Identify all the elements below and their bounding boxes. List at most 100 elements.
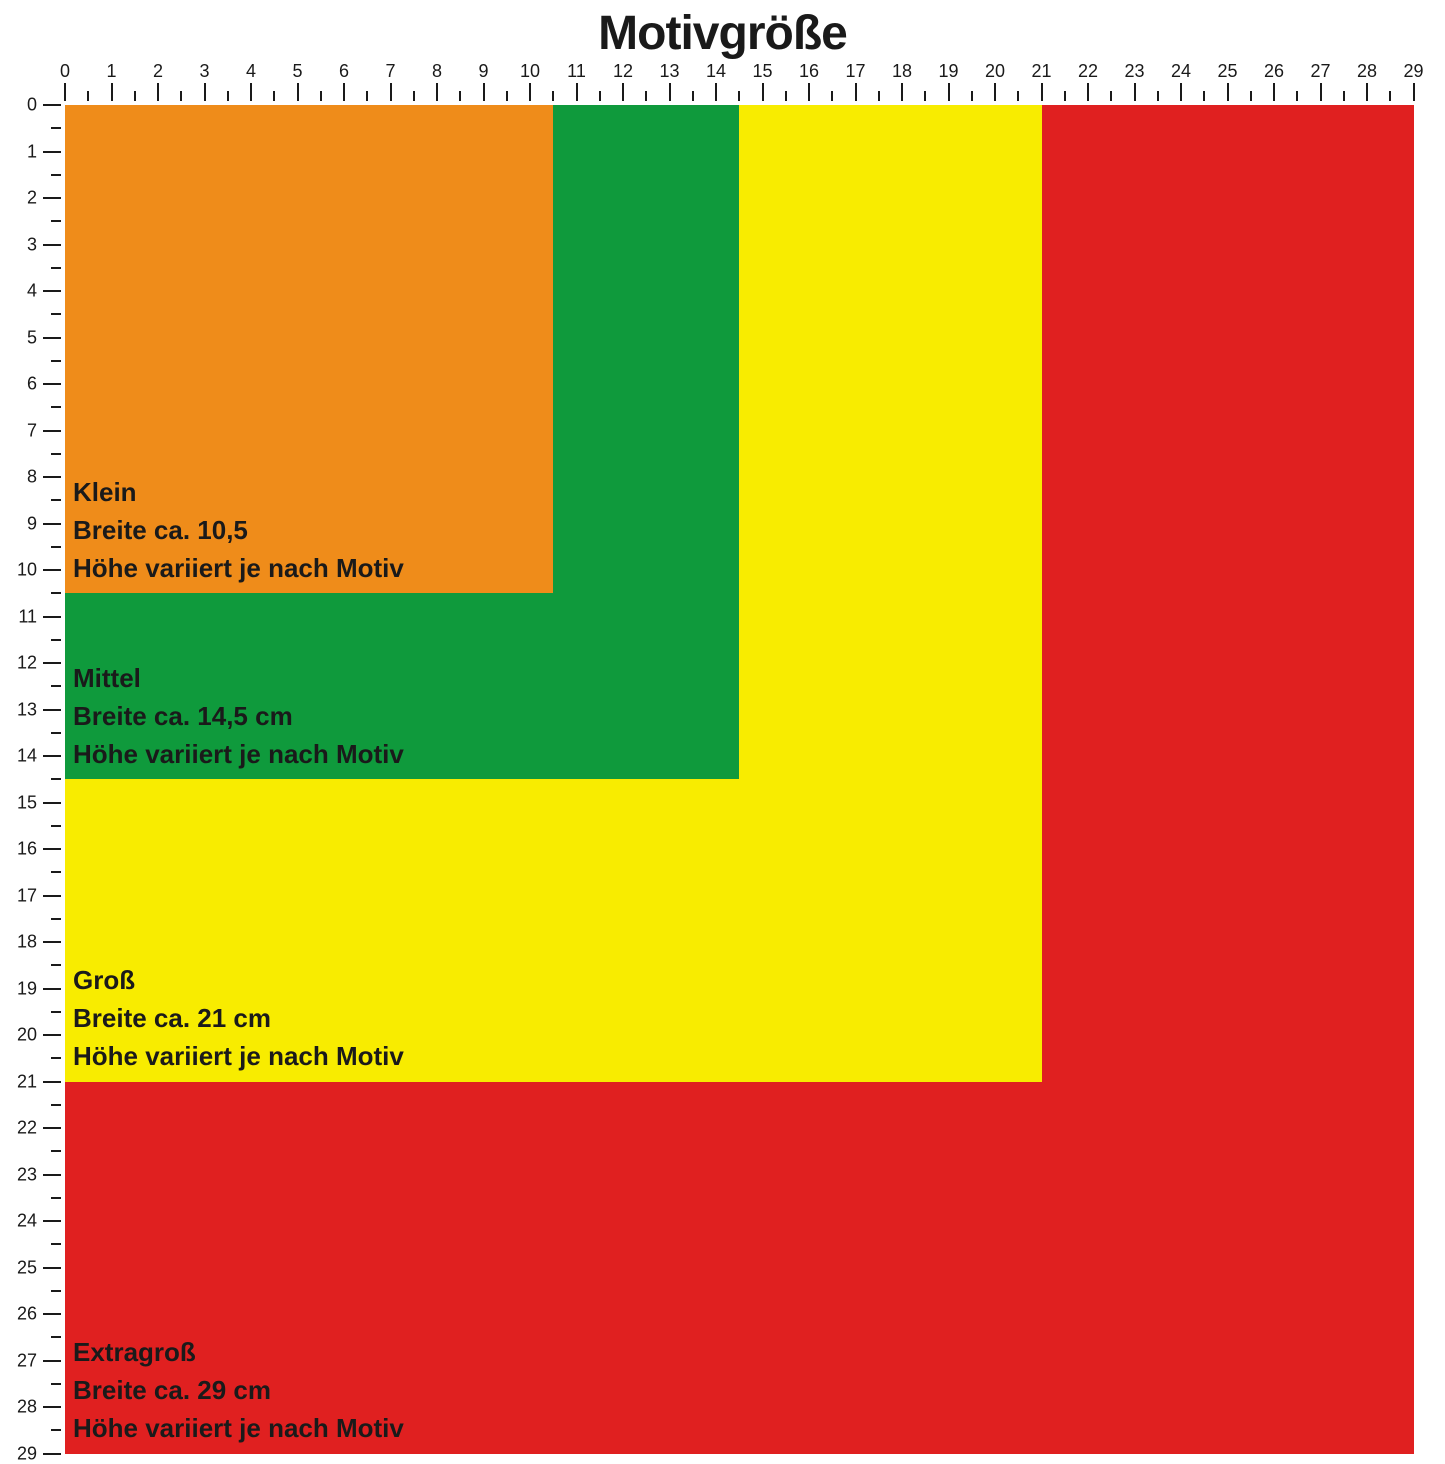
ruler-left-tick-major xyxy=(43,1406,61,1408)
ruler-left-tick-minor xyxy=(51,360,61,362)
ruler-top-label: 28 xyxy=(1357,61,1377,82)
ruler-top-tick-major xyxy=(762,83,764,101)
chart-title: Motivgröße xyxy=(0,6,1445,61)
ruler-left-tick-major xyxy=(43,383,61,385)
ruler-left-tick-minor xyxy=(51,1057,61,1059)
ruler-top-tick-minor xyxy=(273,91,275,101)
ruler-top-tick-major xyxy=(1366,83,1368,101)
ruler-left-tick-major xyxy=(43,151,61,153)
ruler-top-tick-major xyxy=(111,83,113,101)
ruler-left-tick-major xyxy=(43,476,61,478)
ruler-top-tick-major xyxy=(1320,83,1322,101)
ruler-left-tick-minor xyxy=(51,1197,61,1199)
ruler-left-label: 9 xyxy=(0,513,37,534)
ruler-top-tick-minor xyxy=(1064,91,1066,101)
ruler-top-tick-minor xyxy=(1296,91,1298,101)
ruler-left-tick-minor xyxy=(51,406,61,408)
box-label-width: Breite ca. 29 cm xyxy=(73,1372,404,1410)
ruler-left-tick-major xyxy=(43,1081,61,1083)
ruler-left-tick-minor xyxy=(51,313,61,315)
ruler-top-tick-minor xyxy=(1389,91,1391,101)
ruler-top-label: 7 xyxy=(385,61,395,82)
ruler-left-tick-minor xyxy=(51,1336,61,1338)
ruler-top-tick-major xyxy=(994,83,996,101)
ruler-left-tick-minor xyxy=(51,453,61,455)
ruler-top-tick-minor xyxy=(180,91,182,101)
ruler-left-tick-major xyxy=(43,802,61,804)
ruler-left-tick-major xyxy=(43,895,61,897)
ruler-left-tick-major xyxy=(43,709,61,711)
ruler-left-tick-minor xyxy=(51,732,61,734)
ruler-top-tick-minor xyxy=(366,91,368,101)
box-label-title: Extragroß xyxy=(73,1334,404,1372)
ruler-top-tick-minor xyxy=(87,91,89,101)
size-box-label-extragross: ExtragroßBreite ca. 29 cmHöhe variiert j… xyxy=(73,1334,404,1447)
ruler-left-tick-major xyxy=(43,1220,61,1222)
ruler-left-tick-minor xyxy=(51,1104,61,1106)
box-label-width: Breite ca. 14,5 cm xyxy=(73,698,404,736)
ruler-left-tick-minor xyxy=(51,592,61,594)
ruler-top-tick-minor xyxy=(971,91,973,101)
ruler-left-tick-major xyxy=(43,1174,61,1176)
ruler-left-label: 0 xyxy=(0,95,37,116)
ruler-left-tick-major xyxy=(43,616,61,618)
ruler-left-tick-minor xyxy=(51,825,61,827)
ruler-left-label: 20 xyxy=(0,1025,37,1046)
size-box-label-gross: GroßBreite ca. 21 cmHöhe variiert je nac… xyxy=(73,962,404,1075)
ruler-top-label: 19 xyxy=(938,61,958,82)
ruler-top-tick-minor xyxy=(1017,91,1019,101)
ruler-top-label: 8 xyxy=(432,61,442,82)
ruler-left-tick-major xyxy=(43,244,61,246)
ruler-left-tick-major xyxy=(43,1267,61,1269)
ruler-left-label: 13 xyxy=(0,699,37,720)
ruler-top-tick-minor xyxy=(738,91,740,101)
ruler-left-tick-minor xyxy=(51,871,61,873)
ruler-left-tick-minor xyxy=(51,546,61,548)
ruler-left-label: 17 xyxy=(0,885,37,906)
ruler-top-label: 20 xyxy=(985,61,1005,82)
ruler-top-tick-major xyxy=(1227,83,1229,101)
ruler-left-tick-minor xyxy=(51,1383,61,1385)
ruler-left-tick-major xyxy=(43,430,61,432)
ruler-left-label: 11 xyxy=(0,606,37,627)
box-label-height: Höhe variiert je nach Motiv xyxy=(73,736,404,774)
ruler-left-label: 21 xyxy=(0,1071,37,1092)
ruler-top-tick-major xyxy=(576,83,578,101)
ruler-top-tick-major xyxy=(157,83,159,101)
ruler-left-label: 2 xyxy=(0,188,37,209)
ruler-top-label: 9 xyxy=(478,61,488,82)
ruler-top-label: 11 xyxy=(567,61,586,82)
ruler-top-tick-major xyxy=(250,83,252,101)
ruler-top-tick-major xyxy=(204,83,206,101)
ruler-top-tick-major xyxy=(483,83,485,101)
ruler-left-tick-major xyxy=(43,848,61,850)
ruler-left-tick-major xyxy=(43,662,61,664)
ruler-left-label: 19 xyxy=(0,978,37,999)
ruler-top-label: 17 xyxy=(845,61,865,82)
ruler-left-tick-minor xyxy=(51,267,61,269)
ruler-top-tick-major xyxy=(1134,83,1136,101)
ruler-left-tick-minor xyxy=(51,1150,61,1152)
ruler-top-label: 16 xyxy=(799,61,819,82)
ruler-top-tick-major xyxy=(1041,83,1043,101)
ruler-left-tick-major xyxy=(43,988,61,990)
ruler-left-label: 22 xyxy=(0,1118,37,1139)
ruler-top-tick-major xyxy=(436,83,438,101)
box-label-width: Breite ca. 21 cm xyxy=(73,1000,404,1038)
ruler-top-tick-minor xyxy=(645,91,647,101)
ruler-top-label: 23 xyxy=(1124,61,1144,82)
ruler-top-tick-minor xyxy=(1343,91,1345,101)
ruler-top-tick-minor xyxy=(413,91,415,101)
ruler-left-tick-minor xyxy=(51,685,61,687)
ruler-top-tick-minor xyxy=(924,91,926,101)
ruler-left-label: 3 xyxy=(0,234,37,255)
size-box-label-mittel: MittelBreite ca. 14,5 cmHöhe variiert je… xyxy=(73,660,404,773)
ruler-top-tick-major xyxy=(901,83,903,101)
ruler-top-label: 18 xyxy=(892,61,912,82)
ruler-left-tick-minor xyxy=(51,964,61,966)
ruler-left-label: 14 xyxy=(0,746,37,767)
ruler-left-label: 7 xyxy=(0,420,37,441)
ruler-left-label: 16 xyxy=(0,839,37,860)
box-label-width: Breite ca. 10,5 xyxy=(73,512,404,550)
ruler-top-label: 24 xyxy=(1171,61,1191,82)
